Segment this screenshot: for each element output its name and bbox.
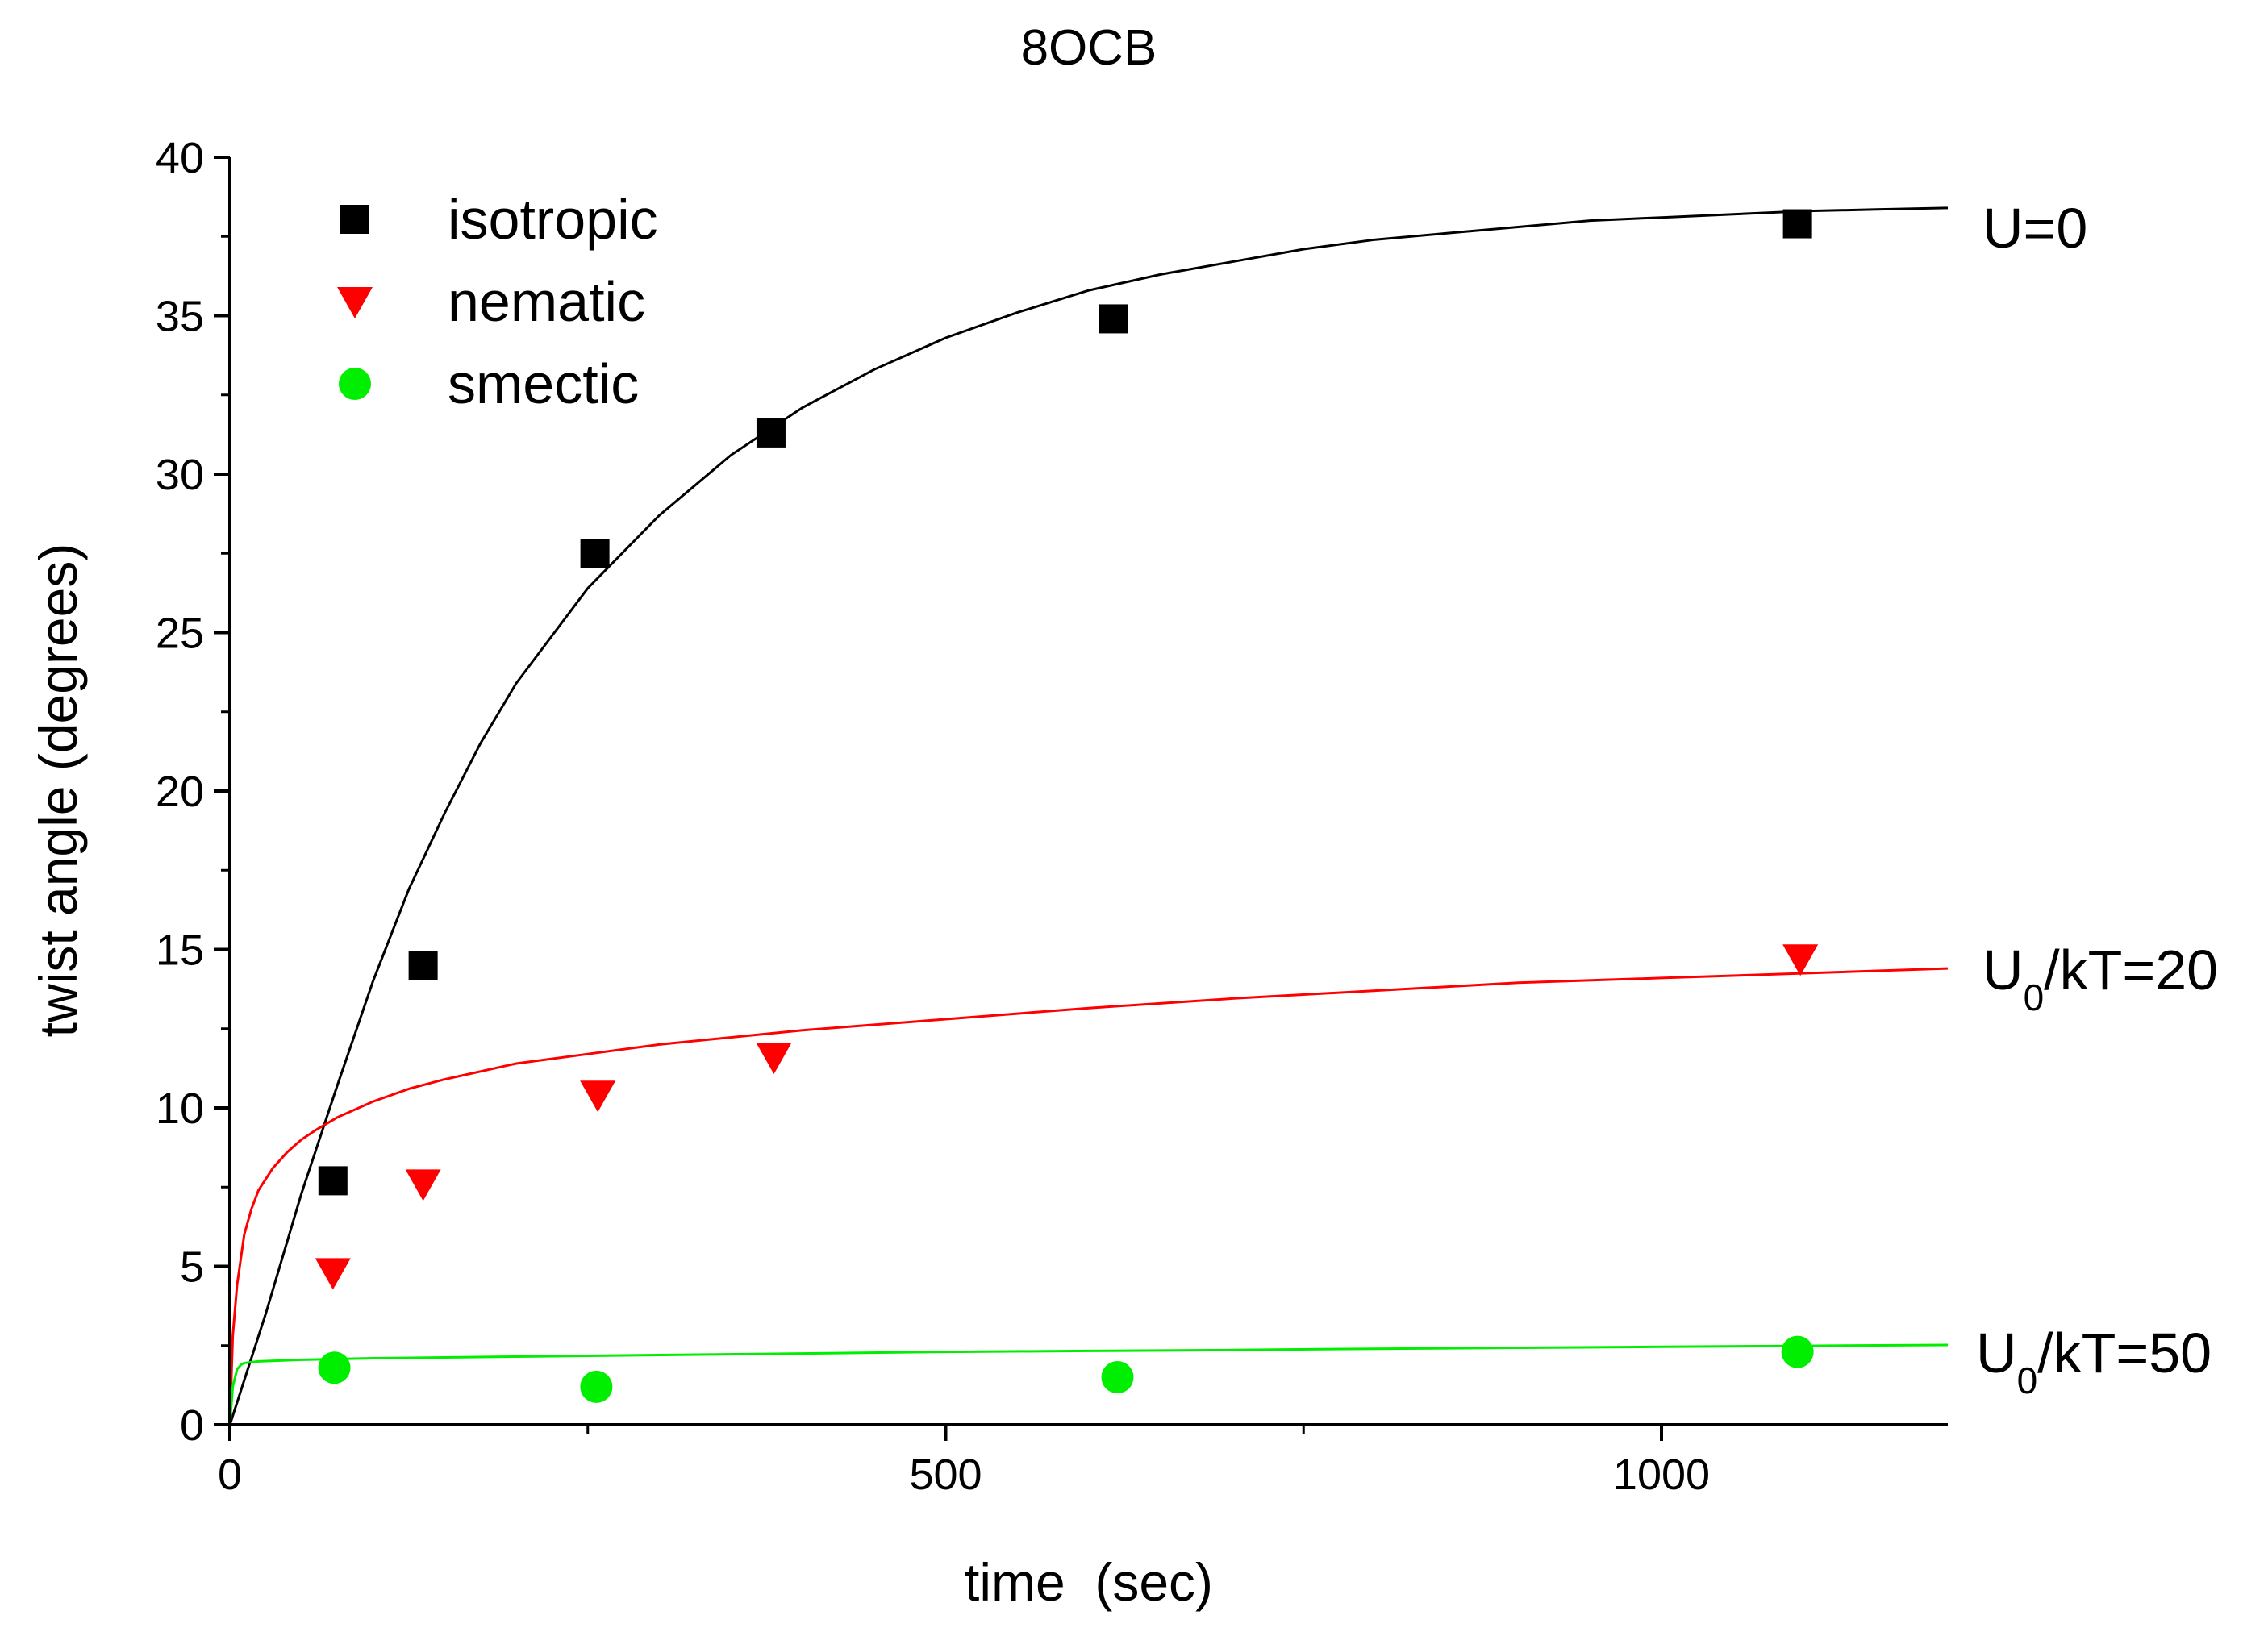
curve-label-3: U0/kT=50 — [1976, 1322, 2212, 1401]
nematic-point — [756, 1043, 792, 1075]
y-tick-label: 15 — [156, 926, 204, 975]
legend: isotropic nematic smectic — [337, 188, 658, 415]
legend-label-smectic: smectic — [448, 352, 639, 415]
legend-marker-nematic — [337, 287, 373, 318]
smectic-point — [1101, 1361, 1134, 1394]
y-tick-label: 5 — [180, 1243, 204, 1292]
isotropic-point — [318, 1166, 348, 1196]
legend-marker-isotropic — [340, 205, 369, 234]
fit-curve-1 — [228, 206, 1949, 1426]
nematic-point — [580, 1080, 616, 1113]
x-tick-label: 1000 — [1613, 1451, 1710, 1499]
smectic-point — [1781, 1335, 1814, 1368]
y-tick-label: 40 — [156, 134, 204, 182]
y-tick-label: 35 — [156, 293, 204, 341]
y-tick-label: 30 — [156, 451, 204, 499]
y-tick-label: 10 — [156, 1085, 204, 1133]
x-ticks: 0 500 1000 — [218, 1425, 1710, 1499]
curve-label-2: U0/kT=20 — [1982, 939, 2218, 1018]
legend-marker-smectic — [339, 368, 371, 400]
data-markers — [315, 209, 1819, 1403]
y-tick-label: 20 — [156, 768, 204, 816]
nematic-point — [405, 1169, 441, 1201]
y-tick-label: 0 — [180, 1401, 204, 1450]
curve-label-1: U=0 — [1982, 197, 2087, 260]
fit-curves — [228, 206, 1949, 1426]
legend-label-isotropic: isotropic — [448, 188, 658, 251]
smectic-point — [318, 1351, 351, 1384]
fit-curve-3 — [228, 1343, 1949, 1426]
x-axis-title: time (sec) — [965, 1552, 1213, 1612]
nematic-point — [1782, 944, 1819, 976]
isotropic-point — [1782, 209, 1812, 239]
curve-labels: U=0 U0/kT=20 U0/kT=50 — [1976, 197, 2218, 1401]
legend-label-nematic: nematic — [448, 270, 645, 333]
y-tick-label: 25 — [156, 610, 204, 658]
nematic-point — [315, 1258, 351, 1290]
chart-title: 8OCB — [1021, 20, 1157, 76]
fit-curve-2 — [228, 967, 1949, 1426]
smectic-point — [580, 1370, 613, 1403]
x-tick-label: 0 — [218, 1451, 242, 1499]
x-tick-label: 500 — [909, 1451, 982, 1499]
y-ticks: 0 5 10 15 20 25 30 35 40 — [156, 134, 230, 1450]
y-axis-title: twist angle (degrees) — [28, 543, 88, 1038]
isotropic-point — [408, 951, 438, 980]
isotropic-point — [1099, 304, 1128, 334]
isotropic-point — [756, 418, 786, 448]
axes: 0 5 10 15 20 25 30 35 40 0 500 1000 — [156, 134, 1948, 1499]
isotropic-point — [580, 539, 610, 568]
